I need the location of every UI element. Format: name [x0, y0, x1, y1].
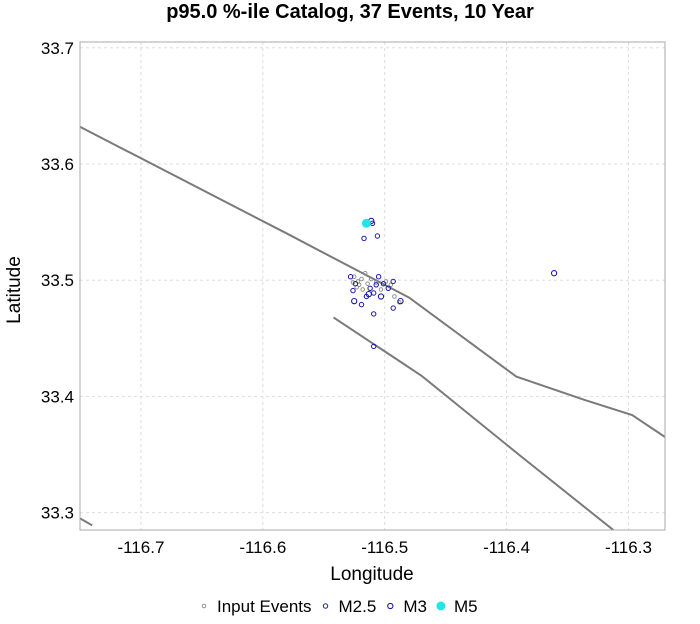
data-point	[351, 297, 358, 305]
fault-line	[332, 316, 615, 530]
legend-label: M5	[454, 597, 478, 616]
data-point	[352, 281, 359, 287]
x-tick-label: -116.6	[239, 538, 286, 557]
y-tick-label: 33.5	[41, 271, 74, 290]
data-point	[375, 274, 382, 280]
fault-lines	[80, 125, 665, 530]
x-tick-label: -116.5	[361, 538, 408, 557]
y-tick-label: 33.7	[41, 39, 74, 58]
data-point	[373, 280, 379, 285]
data-point	[361, 218, 371, 228]
data-point	[388, 282, 394, 288]
data-point	[350, 287, 356, 294]
data-point	[360, 287, 365, 292]
data-point	[374, 233, 381, 239]
data-point	[347, 274, 354, 280]
data-point	[373, 282, 379, 288]
data-point	[550, 270, 558, 277]
x-axis-label: Longitude	[330, 564, 413, 585]
legend-marker	[436, 601, 446, 611]
fault-line	[80, 517, 93, 527]
data-point	[369, 276, 374, 282]
data-point	[392, 294, 397, 299]
y-tick-label: 33.6	[41, 155, 74, 174]
data-point	[365, 281, 370, 286]
data-point	[378, 287, 384, 292]
data-point	[371, 343, 377, 350]
x-tick-label: -116.3	[605, 538, 652, 557]
fault-line	[80, 125, 665, 438]
data-point	[362, 270, 368, 276]
data-points	[347, 217, 558, 350]
y-tick-labels: 33.3 33.4 33.5 33.6 33.7	[41, 39, 74, 523]
data-point	[385, 285, 391, 291]
data-point	[359, 276, 364, 282]
legend-label: M2.5	[339, 597, 377, 616]
data-point	[358, 301, 365, 308]
data-point	[377, 293, 385, 300]
data-point	[371, 290, 377, 296]
y-axis-label: Latitude	[4, 256, 25, 324]
legend-label: M3	[403, 597, 427, 616]
data-point	[390, 305, 396, 311]
data-point	[397, 297, 404, 305]
legend-marker	[387, 602, 394, 610]
legend-marker	[201, 603, 207, 609]
x-tick-label: -116.4	[483, 538, 530, 557]
data-point	[361, 235, 367, 242]
y-tick-label: 33.3	[41, 504, 74, 523]
grid	[80, 42, 665, 530]
legend: Input Events M2.5 M3 M5	[201, 597, 478, 616]
y-tick-label: 33.4	[41, 387, 74, 406]
legend-label: Input Events	[217, 597, 312, 616]
data-point	[367, 285, 373, 291]
legend-marker	[322, 603, 329, 609]
data-point	[371, 311, 377, 317]
data-point	[397, 300, 402, 305]
chart-title: p95.0 %-ile Catalog, 37 Events, 10 Year	[166, 1, 534, 23]
data-point	[380, 281, 387, 287]
x-tick-label: -116.7	[117, 538, 164, 557]
x-tick-labels: -116.7 -116.6 -116.5 -116.4 -116.3	[117, 538, 651, 557]
data-point	[390, 278, 396, 285]
plot-frame	[79, 41, 666, 531]
data-point	[365, 290, 372, 298]
